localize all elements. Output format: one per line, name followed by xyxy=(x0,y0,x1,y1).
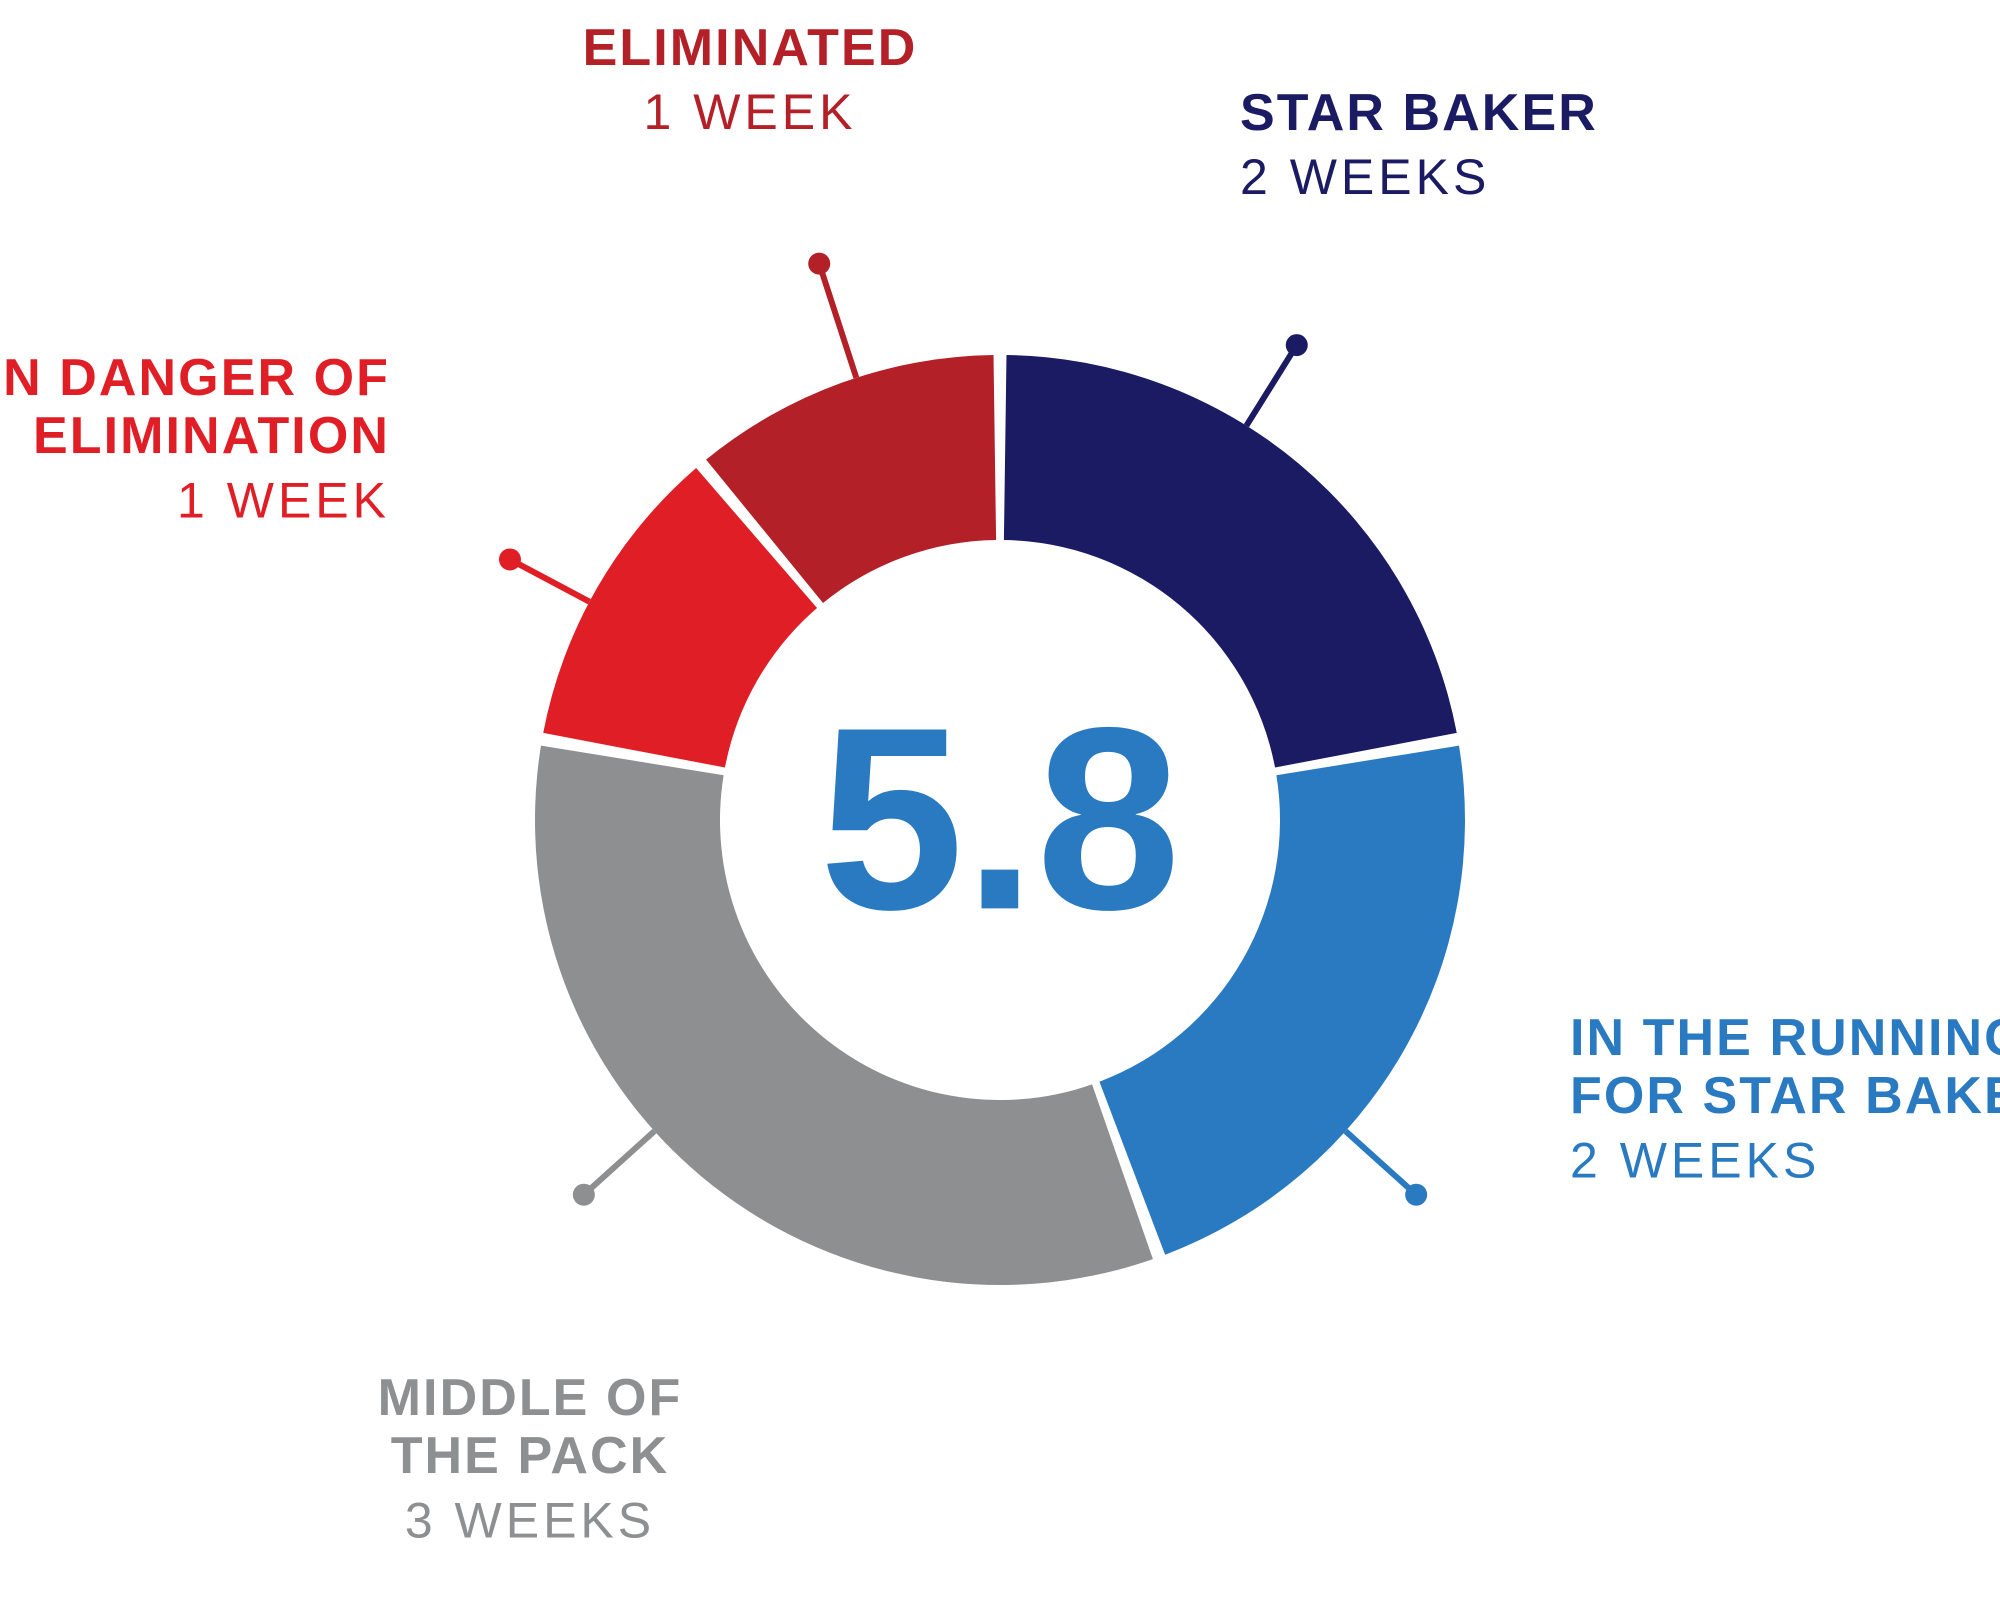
center-value: 5.8 xyxy=(819,674,1180,964)
label-title-middle-1: THE PACK xyxy=(391,1427,670,1485)
leader-dot-middle xyxy=(573,1184,595,1206)
label-title-middle-0: MIDDLE OF xyxy=(378,1369,683,1427)
label-title-in-running-1: FOR STAR BAKER xyxy=(1570,1067,2000,1125)
label-title-in-danger-1: ELIMINATION xyxy=(33,407,390,465)
leader-dot-star-baker xyxy=(1286,334,1308,356)
label-title-in-running-0: IN THE RUNNING xyxy=(1570,1009,2000,1067)
label-middle: MIDDLE OFTHE PACK 3 WEEKS xyxy=(378,1369,683,1548)
label-sub-middle: 3 WEEKS xyxy=(405,1492,655,1548)
label-title-star-baker-0: STAR BAKER xyxy=(1240,84,1598,142)
leader-dot-in-danger xyxy=(499,548,521,570)
label-title-eliminated-0: ELIMINATED xyxy=(583,19,918,77)
label-sub-in-running: 2 WEEKS xyxy=(1570,1132,1820,1188)
leader-dot-eliminated xyxy=(808,253,830,275)
label-sub-eliminated: 1 WEEK xyxy=(644,84,857,140)
label-sub-star-baker: 2 WEEKS xyxy=(1240,149,1490,205)
label-sub-in-danger: 1 WEEK xyxy=(177,472,390,528)
leader-dot-in-running xyxy=(1405,1184,1427,1206)
donut-chart: STAR BAKER 2 WEEKS IN THE RUNNINGFOR STAR … xyxy=(0,0,2000,1609)
label-title-in-danger-0: IN DANGER OF xyxy=(0,349,390,407)
